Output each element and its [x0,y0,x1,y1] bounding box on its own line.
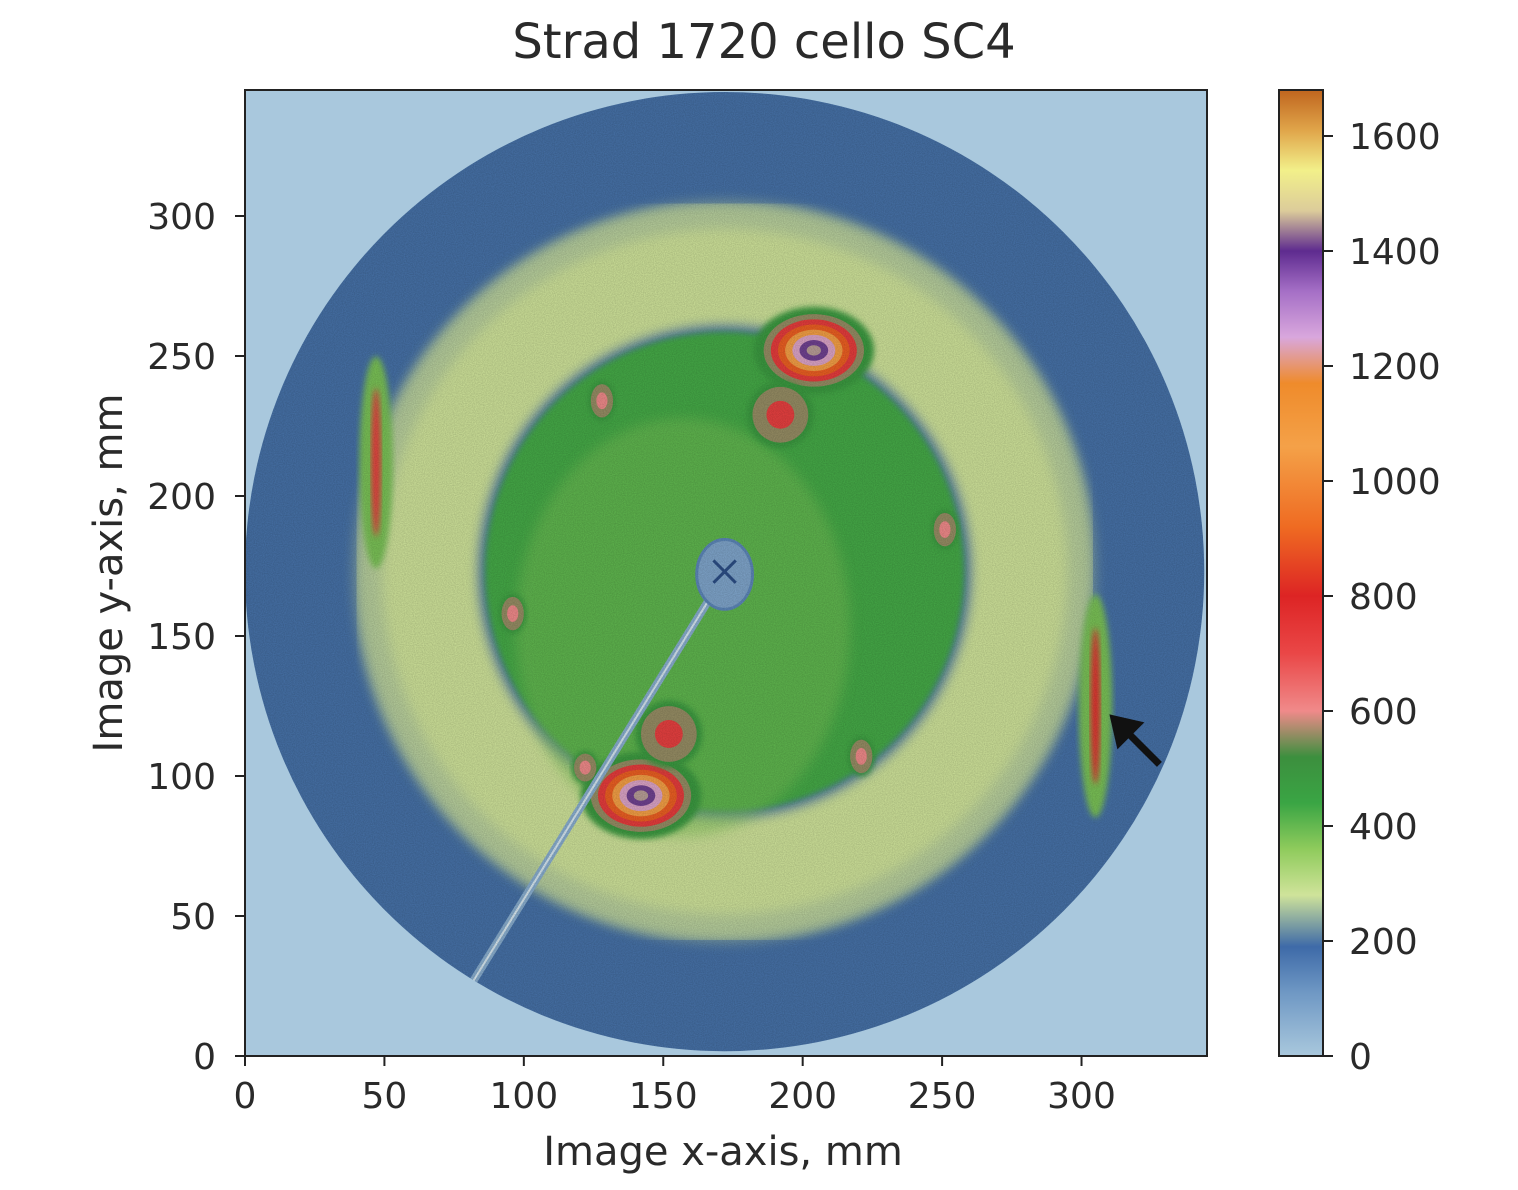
y-tick-label: 100 [147,757,216,798]
x-axis-label: Image x-axis, mm [543,1129,903,1175]
colorbar-tick-label: 1000 [1349,462,1441,503]
x-tick-label: 100 [489,1076,558,1117]
y-tick-label: 0 [193,1037,216,1078]
colorbar [1278,89,1324,1057]
y-tick-label: 50 [170,897,216,938]
x-tick-label: 0 [234,1076,257,1117]
colorbar-tick-label: 1200 [1349,347,1441,388]
y-tick-label: 300 [147,197,216,238]
colorbar-tick-label: 600 [1349,692,1418,733]
x-tick-label: 250 [908,1076,977,1117]
y-tick-label: 150 [147,617,216,658]
colorbar-tick-label: 1600 [1349,117,1441,158]
annotation-arrow [1109,714,1162,767]
colorbar-tick-label: 800 [1349,577,1418,618]
y-tick-label: 250 [147,337,216,378]
x-tick-label: 300 [1047,1076,1116,1117]
chart-title: Strad 1720 cello SC4 [512,14,1015,70]
x-tick-label: 50 [362,1076,408,1117]
annotation-arrow-head [1109,714,1145,750]
colorbar-ticks: 0 200 400 600 800 1000 1200 1400 1600 [1323,117,1441,1078]
x-tick-label: 150 [629,1076,698,1117]
plot-area [245,90,1207,1056]
colorbar-tick-label: 200 [1349,922,1418,963]
y-axis-label: Image y-axis, mm [86,394,132,753]
colorbar-tick-label: 0 [1349,1037,1372,1078]
x-tick-label: 200 [768,1076,837,1117]
y-tick-label: 200 [147,477,216,518]
y-axis-ticks: 0 50 100 150 200 250 300 [147,197,245,1078]
noise-texture [245,92,1205,1052]
colorbar-tick-label: 1400 [1349,232,1441,273]
x-axis-ticks: 0 50 100 150 200 250 300 [234,1056,1116,1117]
colorbar-tick-label: 400 [1349,807,1418,848]
plot-frame [244,89,1208,1057]
